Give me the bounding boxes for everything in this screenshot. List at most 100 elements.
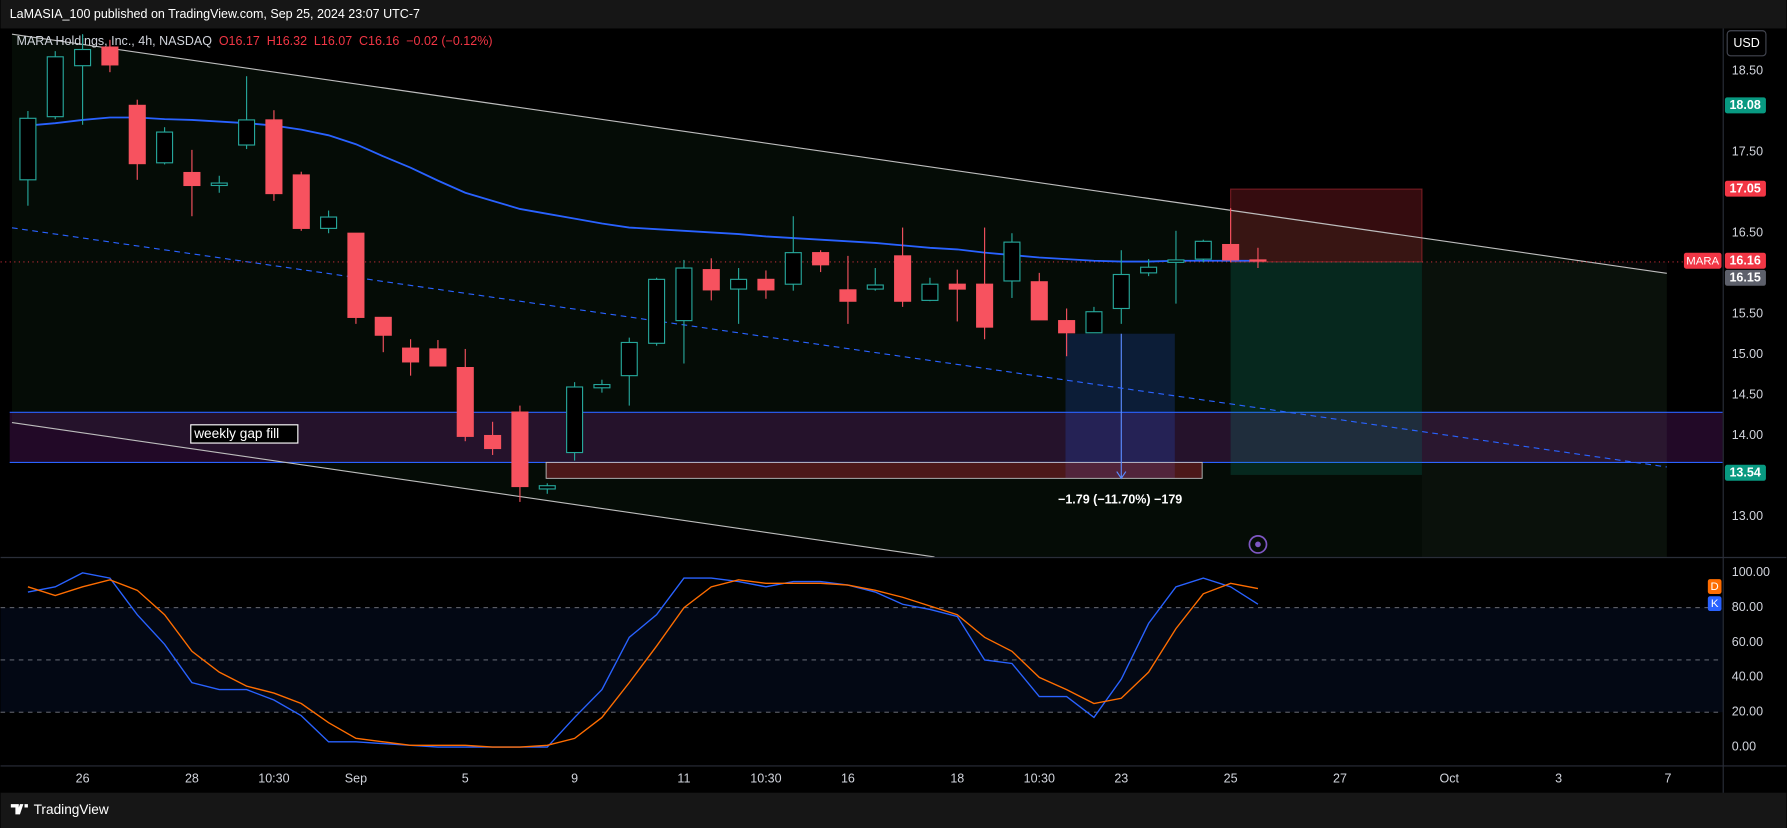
candle-body <box>1030 281 1048 321</box>
y-tick-label: 15.50 <box>1732 306 1763 320</box>
y-tick-label: 18.50 <box>1732 64 1763 78</box>
y-tick-label: 13.00 <box>1732 509 1763 523</box>
ohlc-value: −0.02 (−0.12%) <box>406 34 492 48</box>
candle-body <box>1140 266 1158 274</box>
y-tick-label: 17.50 <box>1732 145 1763 159</box>
candle-body <box>128 104 146 165</box>
replay-icon[interactable] <box>1248 535 1268 554</box>
ohlc-value: H16.32 <box>267 34 307 48</box>
candle-body <box>1085 311 1103 334</box>
brand: TradingView <box>10 802 109 817</box>
candle-body <box>1222 243 1240 261</box>
measure-arrowhead <box>1116 471 1127 480</box>
target-box <box>545 461 1203 479</box>
x-tick-label: Oct <box>1440 771 1460 785</box>
price-label: 18.08 <box>1729 98 1760 112</box>
candle-body <box>757 278 775 291</box>
x-tick-label: 10:30 <box>750 771 781 785</box>
x-tick-label: 18 <box>950 771 964 785</box>
currency: USD <box>1733 36 1759 50</box>
measure-box <box>1065 333 1175 479</box>
price-badge <box>1724 252 1766 269</box>
candle-body <box>538 485 556 490</box>
note-text: weekly gap fill <box>193 426 279 441</box>
stoch-line <box>27 572 1259 748</box>
candle-body <box>1112 273 1130 310</box>
candle-body <box>19 117 37 181</box>
replay-icon-dot <box>1255 541 1261 548</box>
lower-trendline <box>11 421 935 558</box>
stoch-line <box>27 579 1259 748</box>
price-badge <box>1724 464 1766 481</box>
x-tick-label: 5 <box>462 771 469 785</box>
moving-average <box>27 116 1258 263</box>
candle-body <box>347 232 365 318</box>
x-tick-label: 16 <box>841 771 855 785</box>
footer-bar <box>0 792 1787 828</box>
candle-body <box>484 434 502 450</box>
note-box <box>190 424 299 444</box>
legend-label: K <box>1711 598 1719 610</box>
x-tick-label: 10:30 <box>1024 771 1055 785</box>
y-tick-label: 14.50 <box>1732 387 1763 401</box>
projection-zone <box>1422 262 1667 557</box>
mid-trendline <box>11 227 1667 468</box>
symbol-badge <box>1683 252 1722 269</box>
x-tick-label: 28 <box>185 771 199 785</box>
x-tick-label: 10:30 <box>258 771 289 785</box>
price-label: 16.16 <box>1729 254 1760 268</box>
x-tick-label: 25 <box>1224 771 1238 785</box>
candle-body <box>1003 241 1021 282</box>
candle-body <box>210 182 228 187</box>
candle-body <box>320 216 338 229</box>
price-badge <box>1724 269 1766 286</box>
candle-body <box>101 46 119 66</box>
symbol-tag: MARA <box>1686 255 1719 267</box>
ohlc-value: O16.17 <box>219 34 260 48</box>
upper-trendline <box>11 33 1667 274</box>
x-tick-label: Sep <box>345 771 367 785</box>
candle-body <box>74 48 92 67</box>
candle-body <box>784 252 802 285</box>
x-tick-label: 23 <box>1114 771 1128 785</box>
candle-body <box>675 267 693 322</box>
candle-body <box>1194 240 1212 260</box>
candle-body <box>894 255 912 302</box>
candle-body <box>374 316 392 336</box>
x-tick-label: 9 <box>571 771 578 785</box>
x-tick-label: 11 <box>677 771 690 785</box>
candle-body <box>265 119 283 195</box>
price-label: 13.54 <box>1729 466 1760 480</box>
x-tick-label: 26 <box>76 771 90 785</box>
candle-body <box>183 171 201 187</box>
stop-zone <box>1230 188 1423 263</box>
candle-body <box>1058 320 1076 334</box>
price-label: 17.05 <box>1729 182 1760 196</box>
price-badge <box>1724 180 1766 197</box>
legend-label: D <box>1711 581 1719 593</box>
y-tick-label: 80.00 <box>1732 600 1763 614</box>
candle-body <box>46 56 64 118</box>
legend-badge <box>1707 596 1722 612</box>
candle-body <box>511 411 529 488</box>
candle-body <box>593 383 611 389</box>
x-tick-label: 3 <box>1555 771 1562 785</box>
y-tick-label: 16.50 <box>1732 226 1763 240</box>
candle-body <box>156 131 174 164</box>
candle-body <box>402 347 420 363</box>
measure-text: −1.79 (−11.70%) −179 <box>1058 492 1182 506</box>
candle-body <box>839 289 857 302</box>
currency-button[interactable] <box>1726 30 1767 57</box>
y-tick-label: 20.00 <box>1732 705 1763 719</box>
y-tick-label: 40.00 <box>1732 670 1763 684</box>
candle-body <box>566 386 584 454</box>
y-tick-label: 60.00 <box>1732 635 1763 649</box>
y-tick-label: 15.00 <box>1732 347 1763 361</box>
candle-body <box>456 366 474 437</box>
candle-body <box>429 348 447 367</box>
legend: MARA Holdings, Inc., 4h, NASDAQ O16.17 H16… <box>17 34 493 48</box>
level-band <box>0 607 1723 713</box>
